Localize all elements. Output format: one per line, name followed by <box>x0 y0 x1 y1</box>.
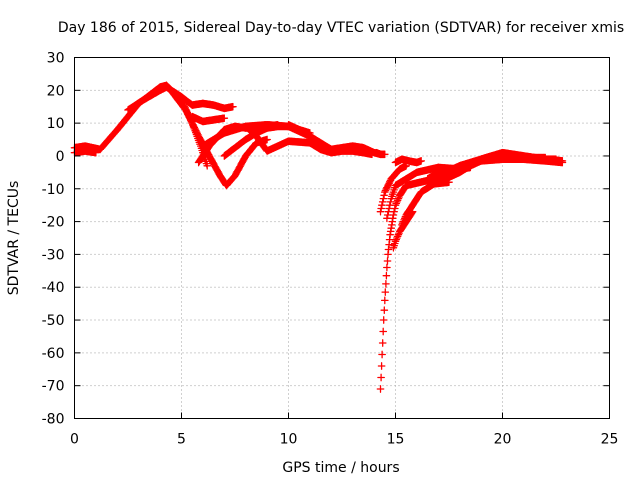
x-tick-label: 25 <box>601 432 619 448</box>
grid-layer <box>74 57 610 419</box>
x-tick-label: 20 <box>494 432 512 448</box>
data-series-arc18 <box>391 155 426 167</box>
y-tick-label: -60 <box>42 346 65 362</box>
y-tick-label: 30 <box>47 51 65 67</box>
data-series-arc23 <box>477 148 550 164</box>
y-tick-label: -10 <box>42 182 65 198</box>
data-series-arc6 <box>188 112 229 126</box>
chart-title: Day 186 of 2015, Sidereal Day-to-day VTE… <box>58 20 624 36</box>
series-layer <box>70 81 567 393</box>
x-axis-label: GPS time / hours <box>282 460 399 476</box>
y-tick-label: 0 <box>56 149 65 165</box>
y-axis-label: SDTVAR / TECUs <box>6 181 22 296</box>
y-tick-label: -40 <box>42 280 65 296</box>
x-tick-label: 5 <box>177 432 186 448</box>
y-tick-label: 10 <box>47 116 65 132</box>
data-series-arc19 <box>398 178 453 229</box>
y-tick-label: -30 <box>42 247 65 263</box>
data-series-arc2 <box>70 147 100 157</box>
y-tick-label: -50 <box>42 313 65 329</box>
y-tick-label: -80 <box>42 412 65 428</box>
data-series-arc10 <box>241 122 314 155</box>
plot-frame <box>74 57 610 419</box>
data-series-arc13 <box>372 148 389 159</box>
data-series-arc15 <box>376 181 411 393</box>
y-tick-label: -70 <box>42 379 65 395</box>
data-series-arc12 <box>306 138 376 159</box>
x-tick-label: 15 <box>387 432 405 448</box>
axis-layer: 30 20 10 0 -10 -20 -30 -40 -50 -60 -70 -80 0 5 10 15 20 2… <box>42 51 619 448</box>
data-series-arc14 <box>376 161 411 216</box>
y-tick-label: -20 <box>42 215 65 231</box>
x-tick-label: 0 <box>70 432 79 448</box>
x-tick-label: 10 <box>280 432 298 448</box>
y-tick-label: 20 <box>47 83 65 99</box>
